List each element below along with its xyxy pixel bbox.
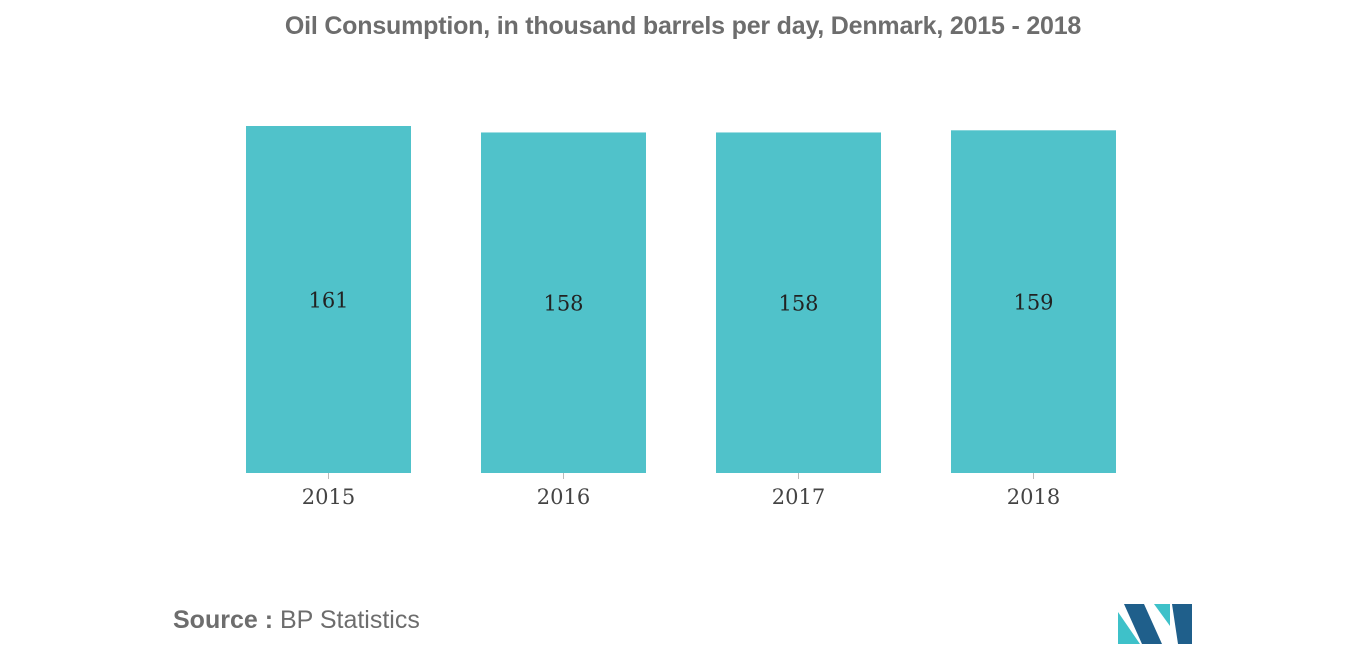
- chart-title: Oil Consumption, in thousand barrels per…: [284, 12, 1082, 40]
- labels-layer: 161 2015 158 2016 158 2017 159 2018: [302, 289, 1060, 510]
- bar-2018: [951, 130, 1116, 474]
- company-logo-icon: [1118, 604, 1192, 644]
- bars-layer: [246, 126, 1116, 474]
- x-tick-label: 2016: [537, 485, 590, 509]
- source-label: Source :: [173, 606, 274, 634]
- data-label: 158: [778, 292, 818, 316]
- data-label: 161: [308, 289, 348, 313]
- x-tick-label: 2017: [772, 485, 825, 509]
- bar-2017: [716, 132, 881, 474]
- x-tick-label: 2015: [302, 485, 355, 509]
- data-label: 158: [543, 292, 583, 316]
- data-label: 159: [1013, 291, 1053, 315]
- bar-2016: [481, 132, 646, 474]
- source-text: BP Statistics: [279, 606, 420, 634]
- x-tick-label: 2018: [1007, 485, 1060, 509]
- source-note: Source : BP Statistics: [173, 606, 420, 635]
- ticks-layer: [328, 473, 1034, 479]
- bar-2015: [246, 126, 411, 473]
